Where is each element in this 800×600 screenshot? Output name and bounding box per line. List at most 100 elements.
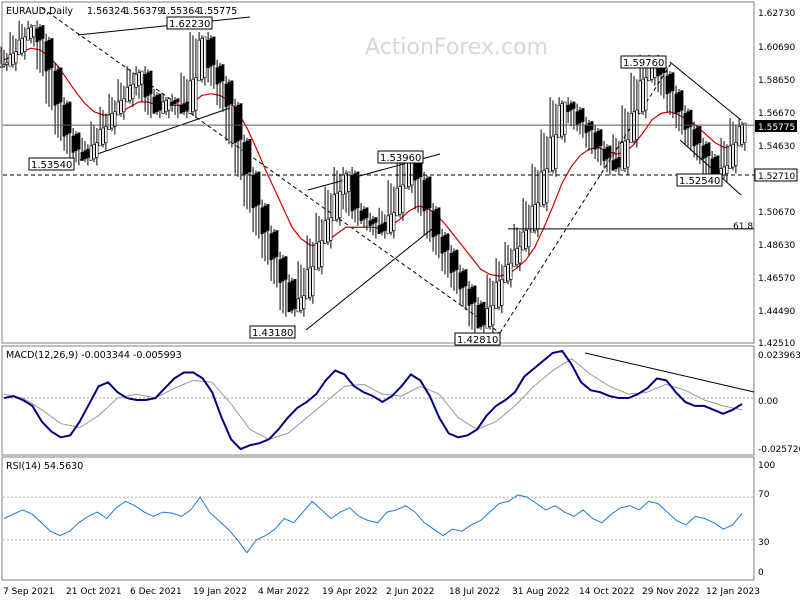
candle-body (245, 140, 249, 174)
candle-body (731, 143, 735, 168)
candle-body (104, 126, 108, 143)
candle-body (524, 230, 528, 249)
candle-body (500, 279, 504, 306)
candle-body (464, 269, 468, 287)
candle-body (242, 142, 246, 176)
candle-body (728, 145, 732, 169)
candle-body (305, 269, 309, 300)
candle-body (422, 179, 426, 212)
candle-body (362, 209, 366, 220)
candle-body (530, 205, 534, 233)
candle-body (263, 205, 267, 233)
price-header: EURAUD,Daily 1.56324 1.56379 1.55364 1.5… (3, 3, 237, 17)
candle-body (257, 171, 261, 205)
candle-body (665, 75, 669, 95)
candle-body (23, 36, 27, 52)
candle-body (350, 174, 354, 212)
candle-body (683, 113, 687, 130)
candle-body (347, 171, 351, 192)
candle-body (275, 230, 279, 257)
candle-body (467, 288, 471, 306)
candle-body (584, 124, 588, 134)
rsi-y-tick: 70 (758, 490, 770, 500)
candle-body (518, 246, 522, 264)
candle-body (458, 272, 462, 290)
candle-body (35, 28, 39, 43)
candle-body (488, 306, 492, 327)
candle-body (704, 143, 708, 158)
candle-body (539, 171, 543, 207)
candle-body (485, 308, 489, 329)
rsi-y-tick: 100 (758, 461, 775, 471)
price-annotations: 1.62230 1.53540 1.43180 1.53960 1.42810 … (28, 16, 723, 346)
x-axis: 7 Sep 2021 21 Oct 2021 6 Dec 2021 19 Jan… (3, 587, 760, 597)
candle-body (302, 295, 306, 309)
candle-body (677, 91, 681, 113)
candle-body (56, 69, 60, 104)
price-y-tick: 1.48630 (758, 241, 795, 251)
candle-body (506, 264, 510, 282)
candle-body (479, 303, 483, 327)
candle-body (611, 160, 615, 171)
candle-body (494, 282, 498, 309)
candle-body (431, 210, 435, 238)
candle-body (152, 96, 156, 114)
candle-body (332, 194, 336, 222)
candle-body (251, 174, 255, 209)
candle-body (377, 225, 381, 235)
candle-body (278, 259, 282, 283)
candle-body (206, 39, 210, 69)
rsi-y-tick: 0 (758, 568, 764, 578)
candle-body (323, 220, 327, 244)
lower-trendline-2022 (305, 228, 433, 331)
price-levels-layer (3, 124, 754, 230)
candle-body (563, 101, 567, 135)
candle-body (86, 148, 90, 158)
candle-body (602, 148, 606, 161)
current-price-label: 1.55775 (758, 123, 795, 133)
candle-body (560, 103, 564, 137)
price-close: 1.55775 (198, 6, 237, 17)
candle-body (248, 139, 252, 173)
candle-body (293, 279, 297, 309)
candle-body (236, 104, 240, 142)
candle-body (62, 104, 66, 137)
candle-body (149, 70, 153, 95)
lower-trendline-2021 (79, 107, 231, 161)
candle-body (722, 166, 726, 176)
candle-body (380, 223, 384, 233)
candle-body (533, 204, 537, 231)
annotation-low-2: 1.43180 (252, 328, 293, 339)
candle-body (593, 132, 597, 150)
price-panel-frame (1, 1, 755, 344)
candle-body (299, 296, 303, 311)
macd-title: MACD(12,26,9) -0.003344 -0.005993 (6, 350, 182, 361)
candle-body (185, 101, 189, 111)
candle-body (287, 282, 291, 313)
candle-body (401, 184, 405, 213)
candle-body (110, 113, 114, 129)
candle-body (83, 150, 87, 160)
candle-body (308, 267, 312, 298)
price-y-tick: 1.58650 (758, 76, 795, 86)
candle-body (218, 65, 222, 83)
price-y-tick: 1.54630 (758, 142, 795, 152)
candle-body (446, 233, 450, 251)
x-tick: 7 Sep 2021 (3, 587, 54, 597)
candle-body (215, 67, 219, 85)
candle-body (701, 145, 705, 160)
candle-body (188, 80, 192, 114)
falling-channel-top (669, 61, 742, 121)
candle-body (698, 126, 702, 143)
x-tick: 19 Jan 2022 (193, 587, 247, 597)
candle-body (470, 287, 474, 305)
candle-body (107, 114, 111, 130)
upper-trendline-2021 (77, 16, 251, 36)
candle-body (566, 104, 570, 113)
candle-body (689, 109, 693, 127)
rsi-layer (3, 494, 754, 554)
candle-body (98, 129, 102, 147)
candle-body (38, 26, 42, 41)
candle-body (68, 101, 72, 134)
macd-y-tick: 0.023963 (758, 351, 800, 361)
